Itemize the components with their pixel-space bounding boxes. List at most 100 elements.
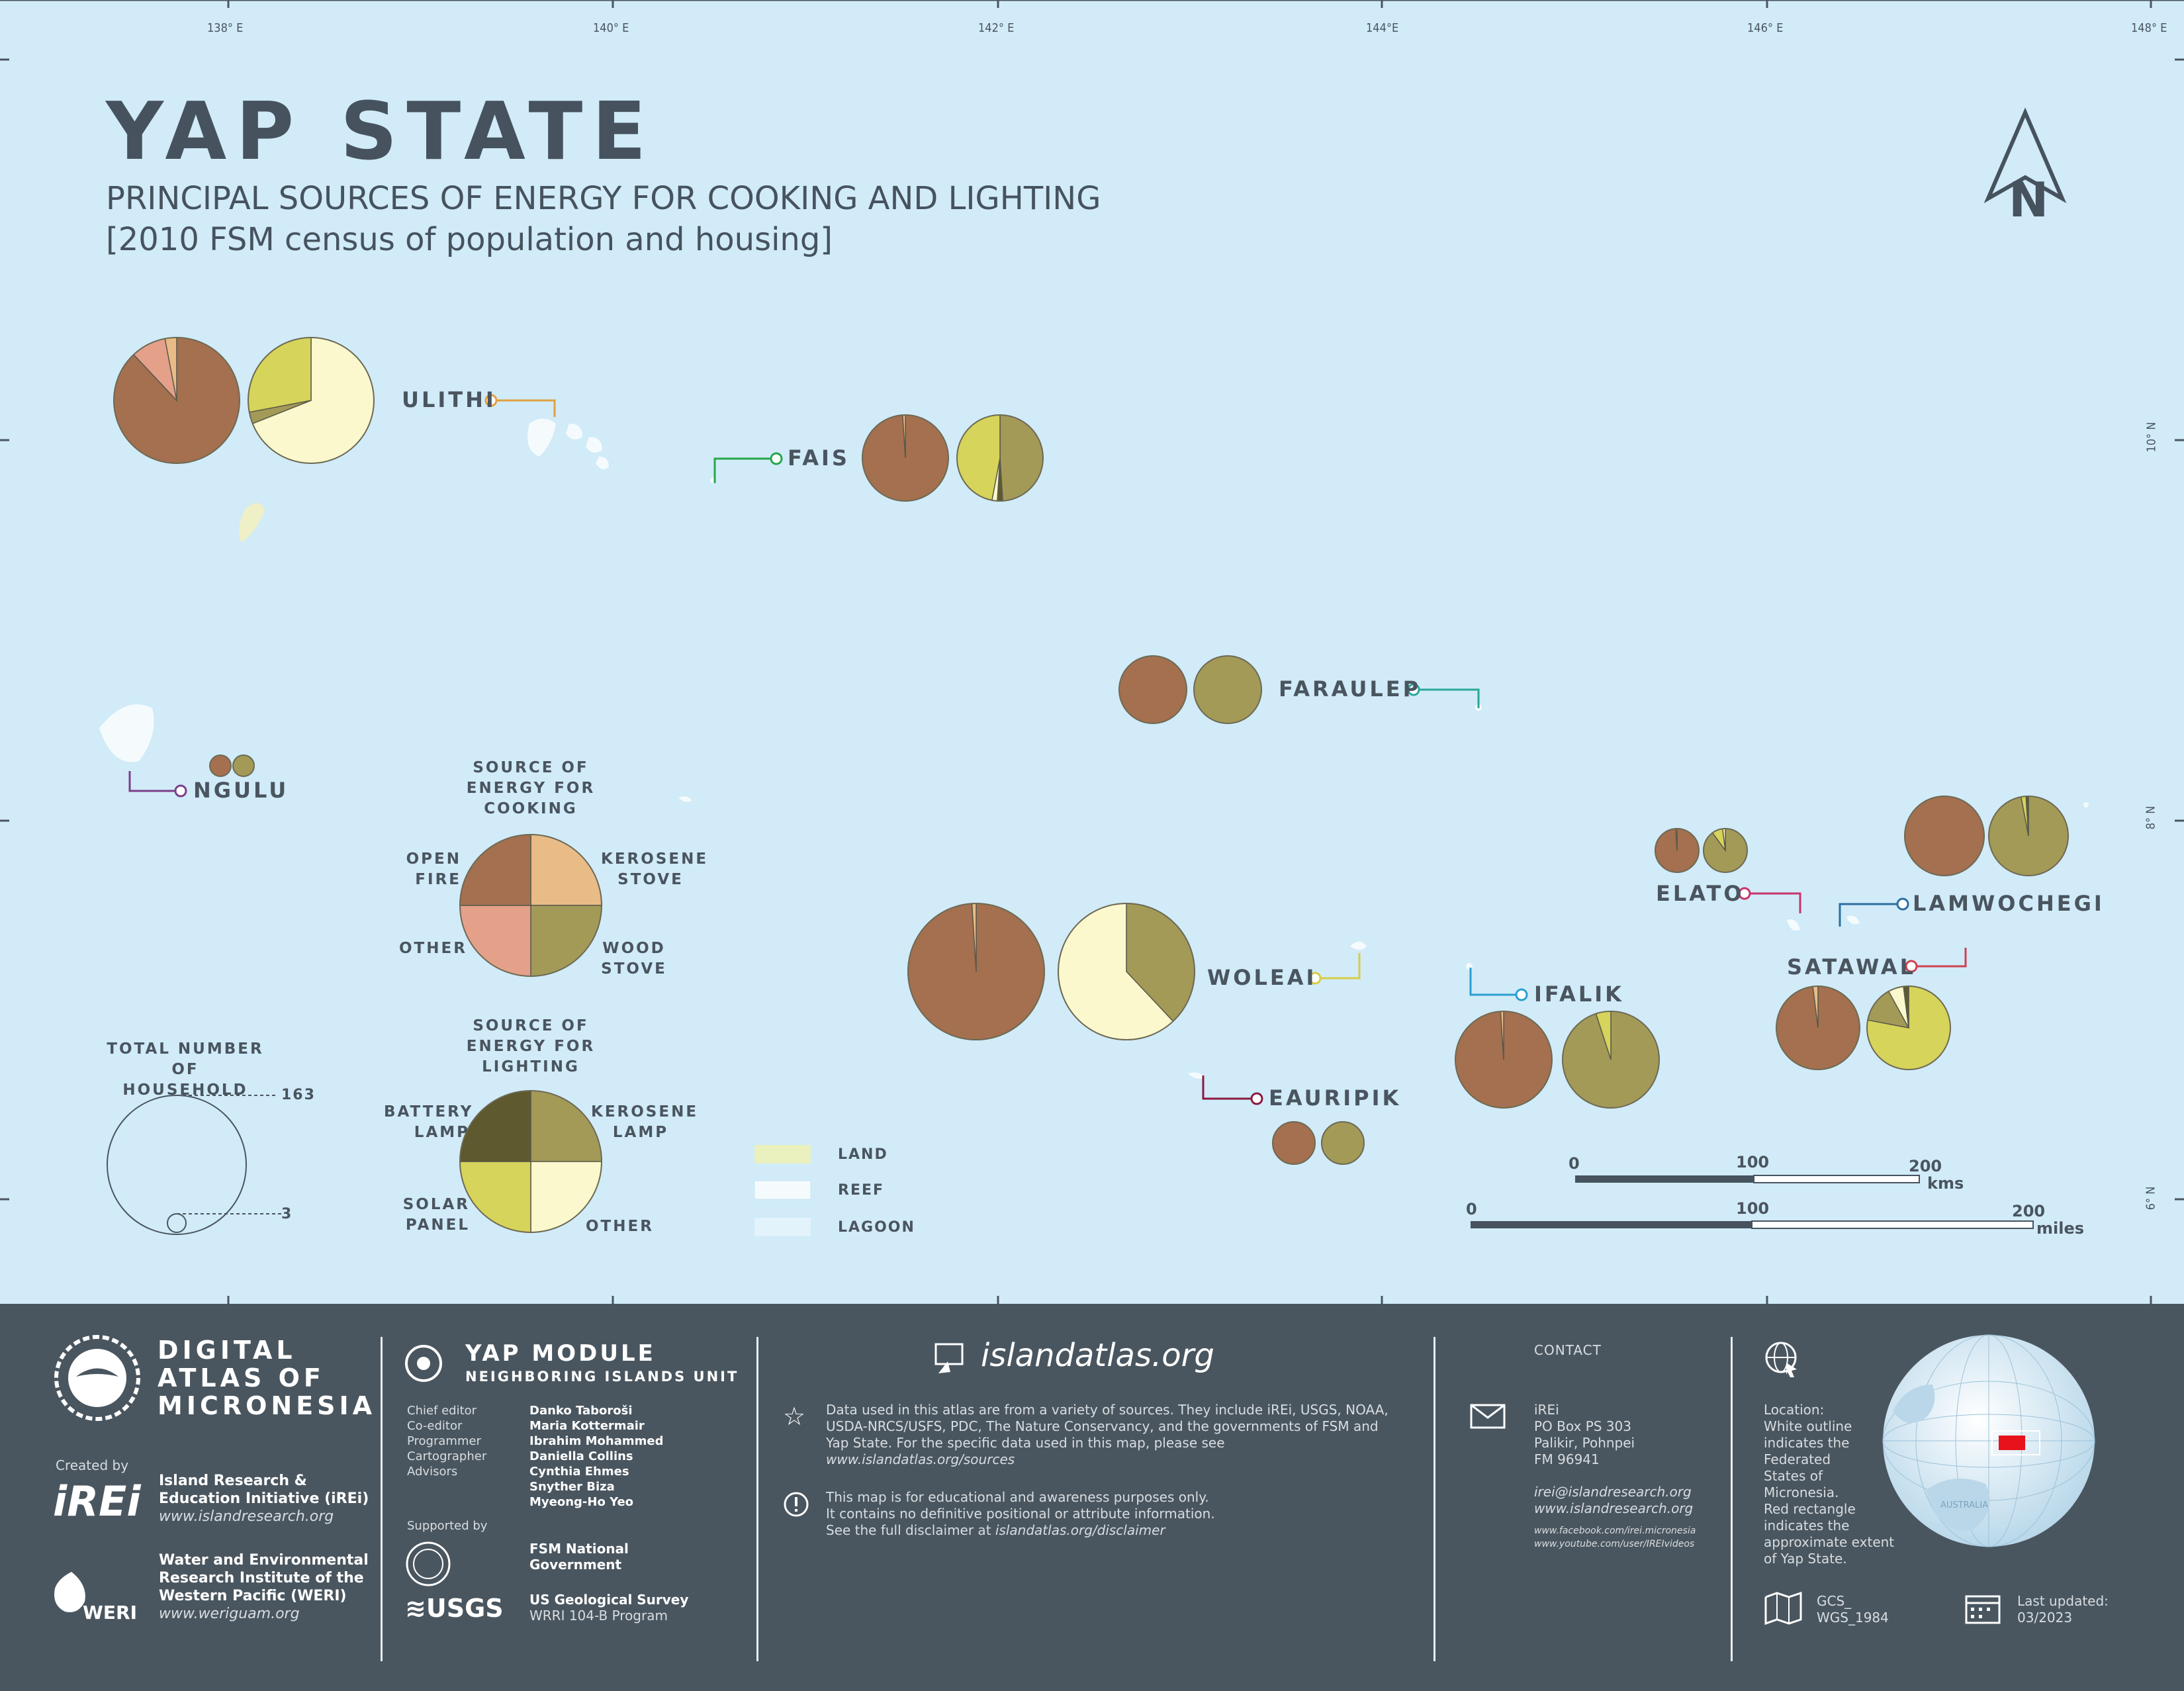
legend-lighting-title: SOURCE OF ENERGY FOR LIGHTING (466, 1017, 596, 1075)
north-arrow-icon (1983, 107, 2067, 204)
weri-name1: Water and Environmental (159, 1552, 369, 1569)
usgs-logo: ≋USGS (405, 1594, 504, 1623)
legend-kerosene-lamp: KEROSENE LAMP (591, 1103, 699, 1141)
contact-address: iREi PO Box PS 303 Palikir, Pohnpei FM 9694… (1534, 1402, 1635, 1467)
longitude-label: 144°E (1366, 21, 1399, 35)
leader-lines (128, 399, 1967, 1100)
legend-household-max: 163 (281, 1087, 316, 1103)
last-updated-date: 03/2023 (2017, 1610, 2073, 1625)
footer: DIGITAL ATLAS OF MICRONESIA Created by i… (0, 1304, 2184, 1691)
gcs-line1: GCS_ (1817, 1593, 1852, 1609)
island-label-ulithi: ULITHI (402, 387, 496, 412)
scale-km-max: 200 (1909, 1157, 1942, 1175)
data-note: Data used in this atlas are from a varie… (826, 1402, 1388, 1467)
legend-solar-panel: SOLAR PANEL (402, 1196, 470, 1234)
site-link[interactable]: islandatlas.org (981, 1337, 1214, 1374)
scale-km-mid: 100 (1736, 1153, 1770, 1171)
island-label-faraulep: FARAULEP (1279, 676, 1422, 702)
locator-globe: AUSTRALIA (1882, 1334, 2095, 1547)
island-markers (174, 394, 1918, 1105)
info-icon (784, 1492, 809, 1517)
legend-lagoon: LAGOON (838, 1219, 915, 1236)
legend-lighting-slice-battery_lamp (459, 1090, 531, 1162)
atlas-logo-icon (54, 1335, 140, 1421)
globe-cursor-icon (1765, 1342, 1797, 1377)
usgs-line2: WRRI 104-B Program (529, 1608, 668, 1623)
star-icon: ☆ (783, 1402, 806, 1431)
page-subtitle: PRINCIPAL SOURCES OF ENERGY FOR COOKING … (106, 180, 1101, 217)
brand-line1: DIGITAL (158, 1336, 296, 1365)
map-projection-icon (1764, 1592, 1802, 1625)
island-label-eauripik: EAURIPIK (1269, 1085, 1402, 1111)
irei-url[interactable]: www.islandresearch.org (159, 1508, 334, 1525)
scale-km-unit: kms (1927, 1174, 1964, 1193)
longitude-label: 138° E (207, 21, 244, 35)
module-subtitle: NEIGHBORING ISLANDS UNIT (465, 1369, 739, 1385)
lagoon-swatch (754, 1218, 811, 1236)
legend-cooking-slice-other (459, 905, 531, 977)
graticule-ticks (0, 0, 2184, 1304)
island-label-elato: ELATO (1656, 881, 1745, 906)
brand-line2: ATLAS OF (158, 1363, 325, 1393)
location-note: Location: White outline indicates the Feder… (1764, 1402, 1895, 1567)
yap-seal-icon (405, 1345, 442, 1382)
scale-km-zero: 0 (1569, 1154, 1580, 1173)
fsm-gov-line1: FSM National (529, 1541, 629, 1557)
page-subtitle-source: [2010 FSM census of population and housi… (106, 221, 833, 258)
longitude-label: 146° E (1747, 21, 1784, 35)
legend-household-min: 3 (281, 1206, 293, 1222)
credit-names: Danko Taboroši Maria Kottermair Ibrahim Mo… (529, 1404, 664, 1509)
scale-mi-zero: 0 (1466, 1200, 1477, 1218)
scale-mi-max: 200 (2012, 1202, 2046, 1220)
map-area: YAP STATE PRINCIPAL SOURCES OF ENERGY FO… (0, 0, 2184, 1304)
latitude-label: 8° N (2144, 805, 2158, 830)
island-label-satawal: SATAWAL (1787, 954, 1917, 980)
legend-reef: REEF (838, 1182, 885, 1199)
fais-lighting-slice-solar_panel (956, 414, 1001, 501)
weri-name3: Western Pacific (WERI) (159, 1588, 347, 1604)
latitude-label: 10° N (2144, 422, 2159, 453)
legend-wood-stove: WOOD STOVE (601, 940, 667, 978)
ulithi-lighting-slice-solar_panel (248, 337, 312, 413)
globe-australia-label: AUSTRALIA (1940, 1500, 1988, 1510)
island-label-lamwochegi: LAMWOCHEGI (1913, 891, 2105, 916)
pie-charts (113, 337, 2069, 1165)
gcs-line2: WGS_1984 (1817, 1610, 1889, 1625)
legend-cooking-slice-kerosene_stove (530, 834, 602, 906)
reef-swatch (754, 1180, 811, 1200)
contact-facebook[interactable]: www.facebook.com/irei.micronesia (1534, 1526, 1696, 1536)
disclaimer: This map is for educational and awarenes… (826, 1489, 1215, 1538)
contact-youtube[interactable]: www.youtube.com/user/IREIvideos (1534, 1539, 1695, 1549)
legend-cooking-title: SOURCE OF ENERGY FOR COOKING (466, 759, 596, 817)
legend-other-cooking: OTHER (399, 940, 467, 957)
longitude-label: 140° E (593, 21, 629, 35)
legend-other-lighting: OTHER (586, 1218, 654, 1235)
fsm-seal-icon (406, 1541, 451, 1586)
mail-icon (1470, 1404, 1506, 1429)
fsm-gov-line2: Government (529, 1557, 622, 1573)
legend-household-title: TOTAL NUMBER OF HOUSEHOLD (107, 1040, 264, 1099)
legend-cooking-slice-wood_stove (530, 905, 602, 977)
island-label-ngulu: NGULU (193, 778, 289, 803)
north-label: N (2009, 172, 2049, 228)
contact-web[interactable]: www.islandresearch.org (1534, 1500, 1694, 1516)
legend-cooking-slice-open_fire (459, 834, 531, 906)
irei-logo: iREi (53, 1477, 141, 1526)
weri-url[interactable]: www.weriguam.org (159, 1606, 300, 1622)
module-title: YAP MODULE (465, 1340, 656, 1367)
longitude-label: 148° E (2131, 21, 2167, 35)
last-updated-label: Last updated: (2017, 1593, 2109, 1609)
calendar-icon (1965, 1595, 2001, 1624)
fais-lighting-slice-kerosene_lamp (999, 414, 1044, 502)
usgs-line1: US Geological Survey (529, 1592, 689, 1608)
weri-logo: WERI (83, 1602, 137, 1623)
website-cursor-icon (934, 1343, 964, 1373)
legend-open-fire: OPEN FIRE (406, 850, 461, 888)
contact-email[interactable]: irei@islandresearch.org (1534, 1484, 1692, 1500)
latitude-label: 6° N (2144, 1186, 2158, 1211)
map-canvas (0, 0, 2184, 1304)
brand-line3: MICRONESIA (158, 1391, 377, 1420)
created-by-label: Created by (56, 1457, 129, 1473)
legend-pies (459, 834, 602, 1233)
island-label-ifalik: IFALIK (1534, 982, 1624, 1007)
